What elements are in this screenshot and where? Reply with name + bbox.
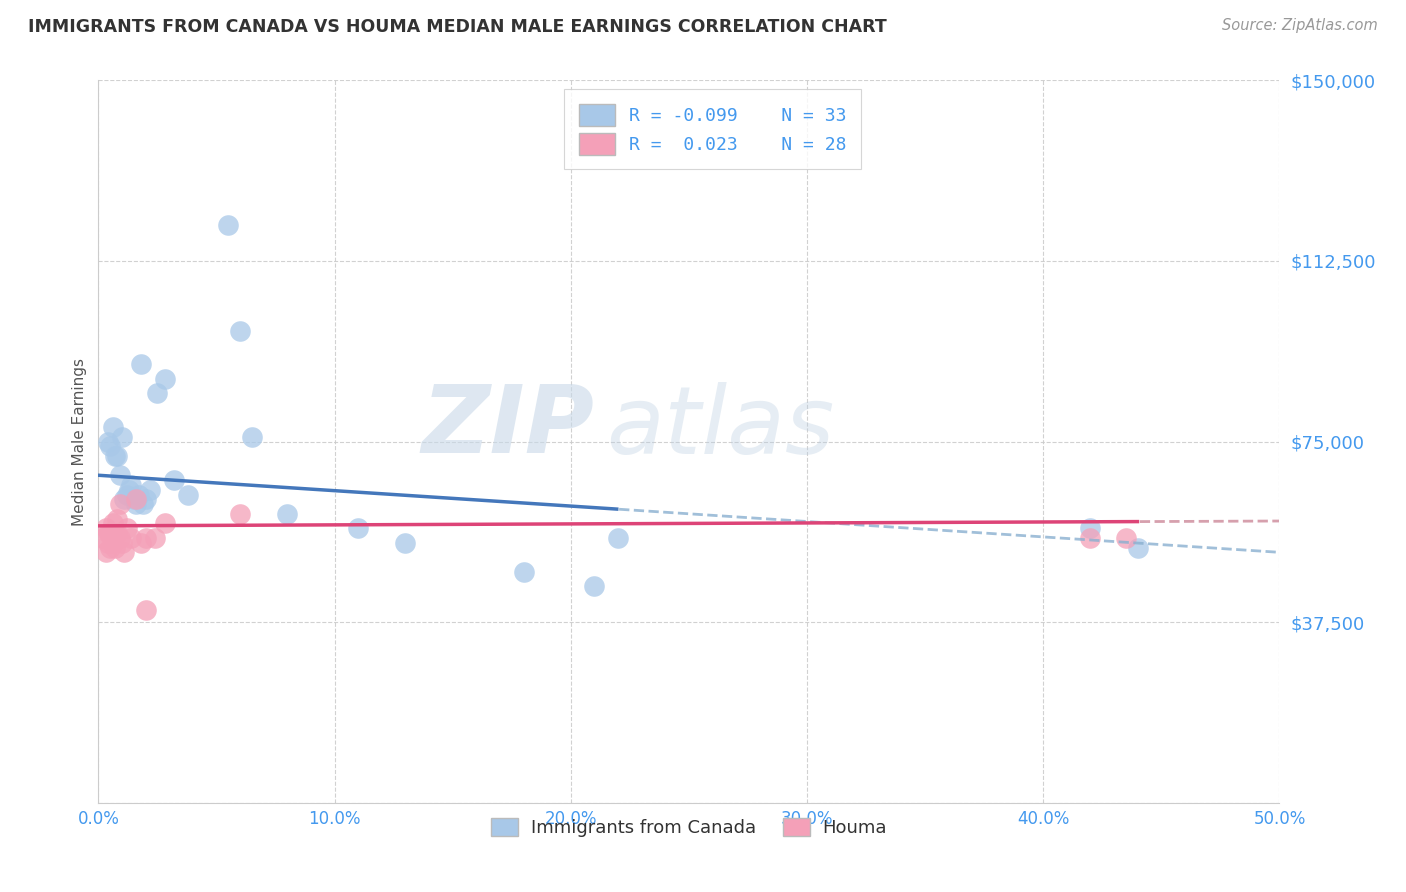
- Point: [94, 545, 117, 559]
- Point: [105, 511, 128, 525]
- Point: [105, 526, 128, 541]
- Text: IMMIGRANTS FROM CANADA VS HOUMA MEDIAN MALE EARNINGS CORRELATION CHART: IMMIGRANTS FROM CANADA VS HOUMA MEDIAN M…: [28, 18, 887, 36]
- Point: [512, 565, 534, 579]
- Point: [1080, 521, 1102, 535]
- Point: [125, 492, 148, 507]
- Point: [153, 372, 176, 386]
- Point: [112, 492, 135, 507]
- Point: [104, 526, 127, 541]
- Point: [135, 603, 157, 617]
- Point: [139, 483, 162, 497]
- Point: [163, 473, 186, 487]
- Point: [135, 531, 157, 545]
- Point: [91, 531, 114, 545]
- Point: [122, 492, 145, 507]
- Point: [146, 386, 169, 401]
- Point: [111, 430, 134, 444]
- Point: [97, 434, 120, 449]
- Point: [98, 526, 121, 541]
- Point: [94, 521, 117, 535]
- Point: [177, 487, 200, 501]
- Point: [108, 497, 131, 511]
- Point: [97, 526, 120, 541]
- Point: [108, 531, 131, 545]
- Point: [229, 507, 252, 521]
- Point: [1115, 531, 1137, 545]
- Point: [607, 531, 630, 545]
- Point: [112, 545, 135, 559]
- Legend: Immigrants from Canada, Houma: Immigrants from Canada, Houma: [484, 811, 894, 845]
- Point: [104, 541, 127, 555]
- Point: [1080, 531, 1102, 545]
- Point: [276, 507, 298, 521]
- Point: [129, 535, 152, 549]
- Point: [129, 358, 152, 372]
- Point: [97, 535, 120, 549]
- Point: [115, 487, 138, 501]
- Y-axis label: Median Male Earnings: Median Male Earnings: [72, 358, 87, 525]
- Point: [229, 324, 252, 338]
- Point: [101, 420, 124, 434]
- Point: [217, 218, 239, 232]
- Point: [104, 449, 127, 463]
- Text: ZIP: ZIP: [422, 381, 595, 473]
- Point: [108, 468, 131, 483]
- Point: [111, 535, 134, 549]
- Point: [125, 497, 148, 511]
- Point: [98, 541, 121, 555]
- Point: [128, 487, 150, 501]
- Point: [394, 535, 416, 549]
- Point: [240, 430, 263, 444]
- Point: [143, 531, 166, 545]
- Point: [98, 439, 121, 453]
- Point: [101, 516, 124, 531]
- Point: [1126, 541, 1149, 555]
- Point: [583, 579, 606, 593]
- Point: [347, 521, 370, 535]
- Point: [121, 478, 143, 492]
- Point: [101, 535, 124, 549]
- Text: atlas: atlas: [606, 382, 835, 473]
- Text: Source: ZipAtlas.com: Source: ZipAtlas.com: [1222, 18, 1378, 33]
- Point: [105, 449, 128, 463]
- Point: [135, 492, 157, 507]
- Point: [153, 516, 176, 531]
- Point: [132, 497, 155, 511]
- Point: [115, 521, 138, 535]
- Point: [121, 531, 143, 545]
- Point: [118, 483, 141, 497]
